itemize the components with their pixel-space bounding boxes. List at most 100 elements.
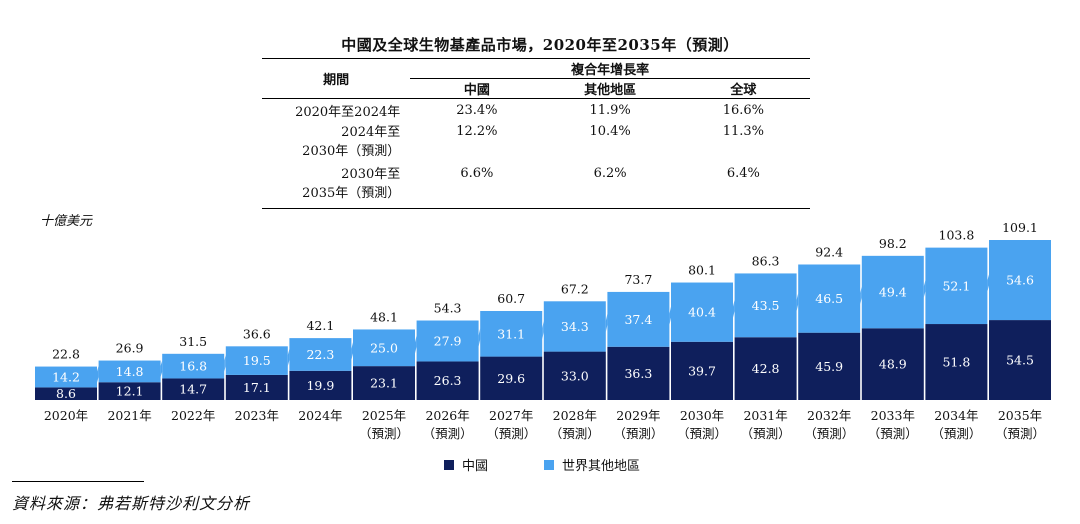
- legend-label-china: 中國: [462, 459, 489, 474]
- data-label-rest: 43.5: [752, 298, 780, 313]
- cagr-period-header: 期間: [262, 58, 411, 99]
- data-label-china: 51.8: [942, 355, 970, 370]
- x-tick-label: 2034年: [934, 408, 978, 423]
- bar-china: [734, 337, 797, 400]
- x-tick-label: 2021年: [107, 408, 151, 423]
- bar-china: [861, 328, 924, 400]
- data-label-total: 26.9: [116, 341, 144, 356]
- bar-rest: [416, 320, 479, 362]
- connector-band: [987, 274, 989, 292]
- cagr-value: 6.6%: [410, 163, 544, 209]
- data-label-china: 29.6: [497, 371, 525, 386]
- x-tick-label: 2032年: [807, 408, 851, 423]
- data-label-china: 8.6: [56, 386, 76, 401]
- data-label-rest: 54.6: [1006, 273, 1034, 288]
- x-tick-label: 2022年: [171, 408, 215, 423]
- bar-china: [416, 361, 479, 400]
- cagr-period: 2030年至 2035年（預測）: [262, 163, 411, 209]
- bar-rest: [925, 247, 988, 325]
- connector-band: [542, 320, 544, 340]
- chart-legend: 中國 世界其他地區: [444, 455, 640, 474]
- x-tick-label-sub: （預測）: [423, 426, 473, 441]
- x-tick-label-sub: （預測）: [677, 426, 727, 441]
- x-tick-label-sub: （預測）: [550, 426, 600, 441]
- data-label-rest: 34.3: [561, 319, 589, 334]
- connector-band: [97, 365, 99, 383]
- data-label-china: 48.9: [879, 357, 907, 372]
- connector-band: [160, 360, 163, 377]
- data-label-china: 36.3: [624, 366, 652, 381]
- legend-swatch-rest: [544, 459, 555, 470]
- x-tick-label: 2020年: [44, 408, 88, 423]
- cagr-value: 10.4%: [589, 124, 631, 139]
- bar-china: [989, 320, 1051, 400]
- data-label-china: 23.1: [370, 376, 398, 391]
- data-label-rest: 14.8: [116, 364, 144, 379]
- cagr-group-header: 複合年增長率: [410, 58, 810, 79]
- connector-band: [351, 342, 353, 360]
- cagr-table: 期間 複合年增長率 中國 其他地區 全球 2020年至2024年 23.4% 1…: [262, 58, 810, 209]
- data-label-total: 67.2: [561, 281, 589, 296]
- x-tick-label: 2033年: [871, 408, 915, 423]
- cagr-period: 2020年至2024年: [295, 104, 401, 120]
- data-label-rest: 16.8: [179, 359, 207, 374]
- x-tick-label-sub: （預測）: [804, 426, 854, 441]
- chart-title: 中國及全球生物基產品市場，2020年至2035年（預測）: [341, 36, 739, 54]
- connector-band: [733, 299, 735, 318]
- legend-item-rest: 世界其他地區: [544, 455, 640, 474]
- data-label-rest: 49.4: [879, 285, 907, 300]
- bar-rest: [162, 353, 225, 379]
- bar-rest: [289, 338, 352, 371]
- x-tick-label: 2027年: [489, 408, 533, 423]
- data-label-china: 42.8: [752, 361, 780, 376]
- x-tick-label: 2024年: [298, 408, 342, 423]
- data-label-china: 17.1: [243, 380, 271, 395]
- data-label-rest: 40.4: [688, 305, 716, 320]
- bar-rest: [98, 360, 161, 383]
- bar-rest: [734, 273, 797, 338]
- data-label-total: 103.8: [939, 228, 975, 243]
- connector-band: [669, 306, 671, 325]
- data-label-china: 12.1: [116, 384, 144, 399]
- bar-china: [289, 370, 352, 400]
- x-tick-label: 2023年: [235, 408, 279, 423]
- bar-rest: [225, 346, 288, 375]
- connector-band: [287, 348, 290, 367]
- x-tick-label: 2035年: [998, 408, 1042, 423]
- connector-band: [923, 280, 926, 298]
- data-label-china: 33.0: [561, 368, 589, 383]
- bar-rest: [607, 291, 670, 347]
- x-tick-label-sub: （預測）: [613, 426, 663, 441]
- x-tick-label-sub: （預測）: [995, 426, 1045, 441]
- source-note: 資料來源：弗若斯特沙利文分析: [12, 494, 251, 513]
- cagr-value: 23.4%: [456, 102, 498, 118]
- x-tick-label-sub: （預測）: [868, 426, 918, 441]
- data-label-china: 45.9: [815, 359, 843, 374]
- y-axis-unit-label: 十億美元: [40, 214, 93, 229]
- data-label-china: 26.3: [434, 373, 462, 388]
- bar-china: [35, 387, 97, 400]
- connector-band: [796, 293, 799, 311]
- data-label-rest: 19.5: [243, 353, 271, 368]
- bar-china: [480, 356, 543, 400]
- bar-china: [353, 366, 415, 400]
- data-label-total: 31.5: [179, 334, 207, 349]
- data-label-rest: 37.4: [624, 312, 652, 327]
- data-label-total: 48.1: [370, 309, 398, 324]
- data-label-total: 73.7: [624, 272, 652, 287]
- bar-rest: [861, 255, 924, 329]
- data-label-rest: 52.1: [942, 278, 970, 293]
- data-label-total: 86.3: [752, 253, 780, 268]
- data-label-rest: 46.5: [815, 291, 843, 306]
- bar-rest: [35, 366, 97, 388]
- bar-china: [925, 324, 988, 400]
- data-label-rest: 25.0: [370, 340, 398, 355]
- cagr-period: 2024年至 2030年（預測）: [302, 125, 401, 159]
- data-label-rest: 27.9: [434, 333, 462, 348]
- data-label-china: 19.9: [306, 378, 334, 393]
- bar-china: [543, 351, 606, 400]
- source-divider: [12, 481, 144, 482]
- cagr-value: 6.2%: [543, 163, 677, 209]
- connector-band: [415, 335, 417, 354]
